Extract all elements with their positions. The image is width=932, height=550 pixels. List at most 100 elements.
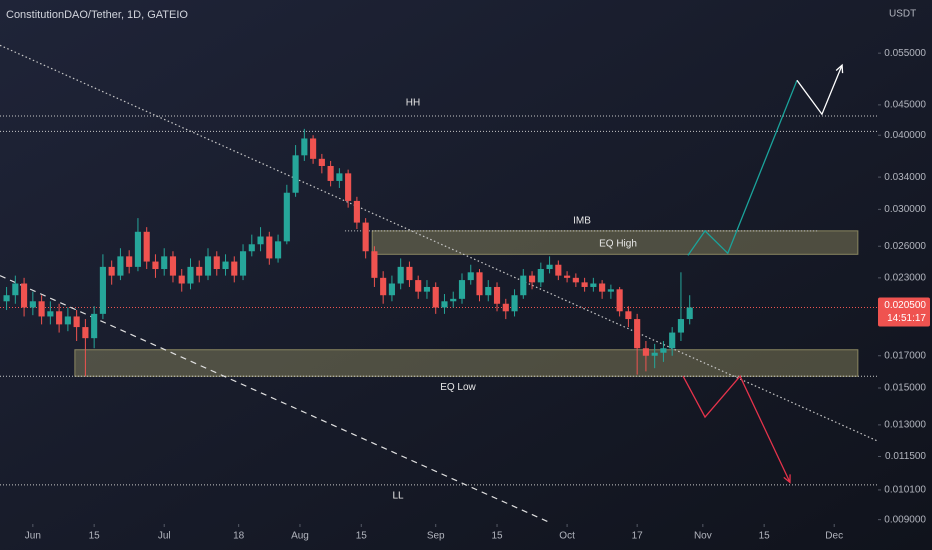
projection-path (796, 64, 843, 116)
x-tick-label: Jun (25, 531, 41, 542)
candle-body (388, 283, 395, 296)
candle-body (47, 311, 54, 317)
candle-body (108, 266, 115, 276)
price-tag-label: 0.020500 (884, 300, 926, 311)
candle-body (91, 313, 98, 339)
candle-body (204, 256, 212, 276)
candle-body (56, 311, 63, 325)
candle-body (283, 192, 290, 242)
y-tick-label: 0.023000 (884, 272, 926, 283)
candle-body (38, 301, 45, 317)
candle-body (537, 269, 544, 283)
candle-body (380, 277, 387, 296)
candle-body (415, 280, 422, 292)
candle-body (64, 316, 71, 325)
y-tick-label: 0.015000 (884, 383, 926, 394)
candle-body (476, 272, 483, 296)
candle-body (73, 316, 80, 328)
x-tick-label: 15 (491, 531, 503, 542)
candle-body (353, 200, 360, 223)
level-label: IMB (573, 215, 591, 226)
trendline (0, 44, 878, 442)
candle-body (152, 261, 159, 270)
arrowhead (835, 63, 844, 74)
x-tick-label: Sep (427, 531, 445, 542)
projection-path (687, 80, 798, 256)
candle-body (161, 256, 168, 270)
x-tick-label: 15 (356, 531, 368, 542)
candle-body (642, 348, 649, 356)
candle-body (117, 256, 124, 276)
candle-body (686, 307, 693, 320)
candle-body (520, 275, 527, 296)
candle-body (143, 231, 150, 262)
y-tick-label: 0.055000 (884, 48, 926, 59)
x-tick-label: Aug (291, 531, 309, 542)
candle-body (275, 241, 282, 259)
candle-body (677, 319, 685, 333)
x-tick-label: Nov (694, 531, 712, 542)
y-tick-label: 0.013000 (884, 420, 926, 431)
candle-body (248, 244, 255, 252)
y-tick-label: 0.009000 (884, 514, 926, 525)
candle-body (336, 173, 343, 181)
candle-body (345, 173, 352, 201)
currency-label: USDT (889, 9, 916, 20)
candle-body (432, 286, 439, 308)
x-tick-label: Oct (559, 531, 575, 542)
candle-body (485, 286, 492, 296)
candle-body (441, 301, 448, 308)
countdown: 14:51:17 (887, 313, 926, 324)
candle-body (29, 301, 36, 308)
candle-body (187, 266, 194, 284)
candle-body (651, 352, 658, 356)
candle-body (590, 283, 597, 287)
candle-body (301, 138, 308, 156)
y-tick-label: 0.030000 (884, 204, 926, 215)
y-tick-label: 0.045000 (884, 100, 926, 111)
candle-body (82, 327, 89, 339)
level-label: HH (406, 98, 420, 109)
candle-body (99, 266, 106, 314)
candle-body (134, 231, 142, 267)
zone (371, 230, 859, 255)
candle-body (310, 138, 317, 159)
candle-body (634, 319, 641, 349)
x-tick-label: 15 (759, 531, 771, 542)
candle-body (572, 277, 579, 283)
candle-body (362, 222, 369, 252)
candle-body (213, 256, 220, 270)
y-tick-label: 0.026000 (884, 241, 926, 252)
candle-body (660, 348, 667, 353)
candle-body (169, 256, 177, 276)
candle-body (423, 286, 431, 292)
candle-body (502, 303, 509, 312)
chart-title: ConstitutionDAO/Tether, 1D, GATEIO (6, 9, 188, 21)
y-tick-label: 0.040000 (884, 130, 926, 141)
candle-body (231, 261, 238, 276)
y-tick-label: 0.011500 (885, 451, 926, 462)
candle-body (239, 251, 247, 276)
candle-body (371, 251, 378, 278)
candle-body (327, 165, 334, 181)
x-tick-label: 17 (632, 531, 644, 542)
candle-body (625, 311, 632, 320)
candle-body (12, 283, 19, 296)
candle-body (493, 286, 501, 304)
candle-body (616, 289, 623, 312)
candle-body (511, 295, 518, 312)
candle-body (318, 158, 325, 166)
y-tick-label: 0.034000 (884, 172, 926, 183)
candle-body (669, 332, 676, 349)
projection-path (682, 375, 791, 483)
candle-body (467, 272, 474, 281)
candle-body (126, 256, 133, 267)
candle-body (599, 283, 606, 292)
candle-body (3, 295, 10, 302)
candle-body (397, 266, 404, 284)
y-tick-label: 0.017000 (884, 350, 926, 361)
candle-body (450, 298, 457, 302)
candle-body (292, 155, 299, 193)
